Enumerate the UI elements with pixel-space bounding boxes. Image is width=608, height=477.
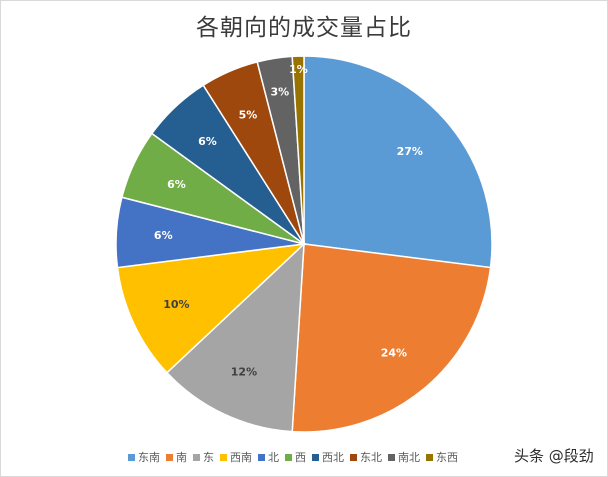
legend-label: 西北 [322,451,344,464]
legend: 东南 南 东 西南 北 西 西北 东北 南北 东西 [128,449,464,465]
pie-slice-东西 [291,55,305,245]
legend-item-西北: 西北 [312,449,344,465]
legend-item-南北: 南北 [388,449,420,465]
legend-swatch [312,453,319,461]
legend-swatch [388,453,395,461]
legend-item-东北: 东北 [350,449,382,465]
legend-label: 西 [295,451,306,464]
data-label-南: 24% [381,347,407,360]
data-label-南北: 3% [271,86,290,99]
legend-swatch [285,453,292,461]
legend-label: 南 [176,451,187,464]
legend-swatch [258,453,265,461]
data-label-东西: 1% [289,63,308,76]
legend-item-东: 东 [193,449,214,465]
legend-swatch [193,453,200,461]
legend-label: 西南 [230,451,252,464]
legend-swatch [426,453,433,461]
pie-slice-东南 [303,55,493,269]
data-label-东南: 27% [397,145,423,158]
legend-swatch [166,453,173,461]
legend-label: 南北 [398,451,420,464]
legend-item-东西: 东西 [426,449,458,465]
data-label-东北: 5% [239,109,258,122]
chart-title: 各朝向的成交量占比 [196,15,412,41]
data-label-西北: 6% [198,135,217,148]
legend-label: 东西 [436,451,458,464]
legend-swatch [220,453,227,461]
pie-slice-西南 [116,242,307,374]
legend-item-东南: 东南 [128,449,160,465]
pie-slice-东 [165,242,305,433]
legend-swatch [350,453,357,461]
pie-slice-南 [291,243,492,433]
data-label-东: 12% [231,366,257,379]
legend-label: 东南 [138,451,160,464]
data-label-西南: 10% [163,298,189,311]
data-label-北: 6% [154,229,173,242]
legend-label: 东 [203,451,214,464]
data-label-西: 6% [167,178,186,191]
legend-item-北: 北 [258,449,279,465]
legend-item-西南: 西南 [220,449,252,465]
legend-swatch [128,453,135,461]
legend-item-南: 南 [166,449,187,465]
legend-item-西: 西 [285,449,306,465]
legend-label: 北 [268,451,279,464]
watermark-text: 头条 @段劲 [514,447,594,465]
legend-label: 东北 [360,451,382,464]
